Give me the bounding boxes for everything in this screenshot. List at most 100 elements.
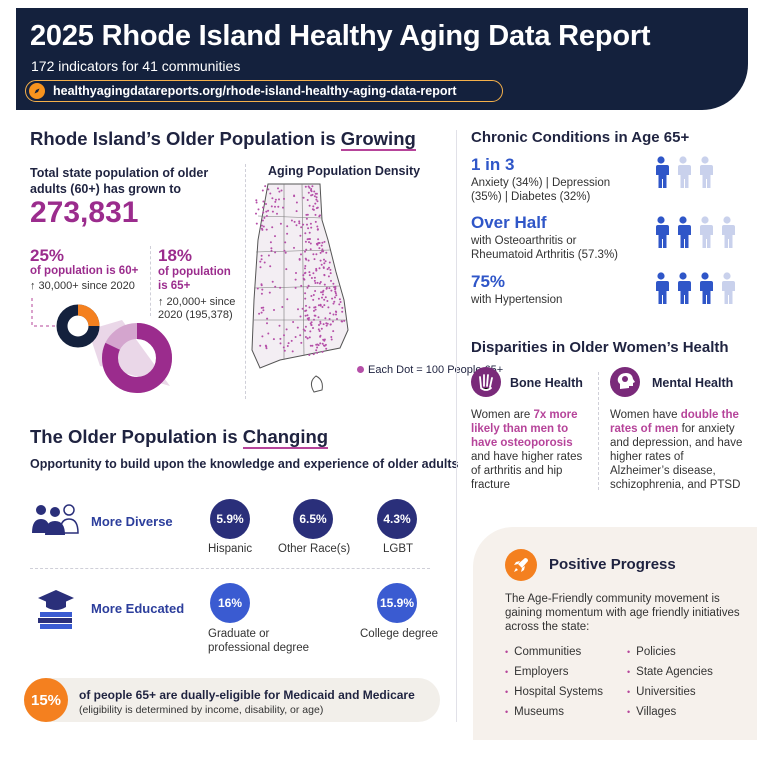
map-legend: Each Dot = 100 People 65+	[357, 364, 503, 377]
population-dot	[267, 254, 270, 257]
column-divider	[456, 130, 457, 722]
url-pill[interactable]	[25, 80, 503, 102]
chronic-stat-1: 1 in 3	[471, 155, 515, 174]
population-dot	[307, 185, 310, 188]
population-dot	[255, 212, 257, 215]
chronic-stat-2: Over Half	[471, 213, 547, 232]
population-dot	[308, 231, 311, 234]
population-dot	[329, 323, 332, 326]
progress-text: The Age-Friendly community movement is g…	[505, 593, 740, 633]
population-dot	[283, 349, 286, 352]
population-dot	[284, 241, 287, 244]
population-dot	[324, 296, 327, 299]
population-dot	[329, 268, 332, 271]
population-dot	[317, 238, 320, 241]
population-dot	[318, 282, 321, 285]
population-dot	[307, 259, 310, 262]
population-dot	[309, 238, 311, 240]
progress-item: Policies	[627, 646, 676, 658]
population-dot	[293, 194, 296, 197]
population-dot	[319, 214, 321, 217]
header-banner	[16, 8, 748, 110]
population-dot	[334, 285, 337, 288]
population-dot	[255, 222, 258, 225]
person-filled-icon	[677, 272, 691, 304]
population-dot	[313, 276, 316, 279]
population-dot	[259, 260, 262, 263]
population-dot	[310, 194, 313, 197]
population-dot	[257, 208, 260, 211]
population-dot	[300, 284, 303, 287]
population-dot	[325, 251, 328, 254]
population-dot	[314, 308, 317, 311]
population-dot	[321, 350, 324, 353]
population-dot	[315, 192, 318, 195]
population-dot	[255, 199, 258, 202]
population-dot	[272, 338, 275, 341]
population-dot	[265, 203, 267, 205]
population-dot	[314, 213, 317, 216]
population-dot	[323, 283, 326, 286]
person-filled-icon	[699, 272, 713, 304]
population-dot	[304, 336, 307, 338]
population-dot	[321, 296, 323, 299]
population-dot	[319, 259, 322, 262]
population-dot	[323, 258, 325, 261]
population-dot	[278, 198, 280, 201]
dual-eligible-text: of people 65+ are dually-eligible for Me…	[79, 688, 415, 702]
population-dot	[295, 201, 298, 204]
population-dot	[264, 185, 267, 188]
other-race-label: Other Race(s)	[278, 543, 351, 555]
population-dot	[271, 226, 274, 229]
lgbt-circle: 4.3%	[377, 499, 417, 539]
population-dot	[262, 306, 265, 309]
person-empty-icon	[721, 272, 735, 304]
lgbt-label: LGBT	[383, 543, 414, 555]
population-dot	[335, 294, 338, 297]
population-dot	[262, 200, 265, 203]
population-dot	[307, 191, 310, 194]
population-dot	[327, 275, 330, 278]
population-dot	[332, 320, 334, 323]
population-dot	[318, 324, 320, 326]
population-dot	[266, 322, 268, 325]
population-dot	[316, 200, 319, 203]
population-dot	[261, 228, 264, 231]
population-dot	[278, 324, 281, 327]
report-url-link[interactable]: healthyagingdatareports.org/rhode-island…	[53, 84, 457, 98]
population-dot	[260, 306, 263, 309]
population-dot	[304, 292, 307, 295]
population-dot	[319, 251, 322, 254]
population-dot	[314, 290, 317, 292]
population-dot	[314, 306, 317, 309]
population-dot	[312, 272, 315, 275]
progress-item: Villages	[627, 706, 676, 718]
other-race-circle: 6.5%	[293, 499, 333, 539]
population-dot	[311, 185, 314, 188]
population-dot	[311, 344, 314, 347]
graduate-label: Graduate or professional degree	[208, 628, 310, 654]
population-dot	[305, 258, 308, 261]
population-dot	[261, 335, 264, 338]
population-dot	[283, 197, 285, 200]
population-dot	[274, 251, 277, 254]
population-dot	[270, 205, 273, 208]
population-dot	[281, 306, 284, 308]
population-dot	[332, 313, 335, 316]
population-dot	[318, 267, 321, 270]
population-dot	[304, 240, 307, 243]
chronic-text-1: Anxiety (34%) | Depression (35%) | Diabe…	[471, 177, 611, 203]
person-row-3	[652, 272, 740, 309]
population-dot	[317, 328, 320, 331]
population-dot	[292, 321, 295, 323]
population-dot	[304, 265, 307, 267]
population-dot	[320, 291, 323, 294]
population-dot	[338, 298, 341, 301]
population-dot	[320, 263, 323, 266]
population-dot	[294, 278, 297, 281]
population-dot	[302, 223, 305, 226]
population-dot	[305, 217, 308, 220]
population-dot	[286, 345, 289, 347]
donut-large-arc	[102, 323, 172, 393]
population-dot	[319, 320, 322, 323]
